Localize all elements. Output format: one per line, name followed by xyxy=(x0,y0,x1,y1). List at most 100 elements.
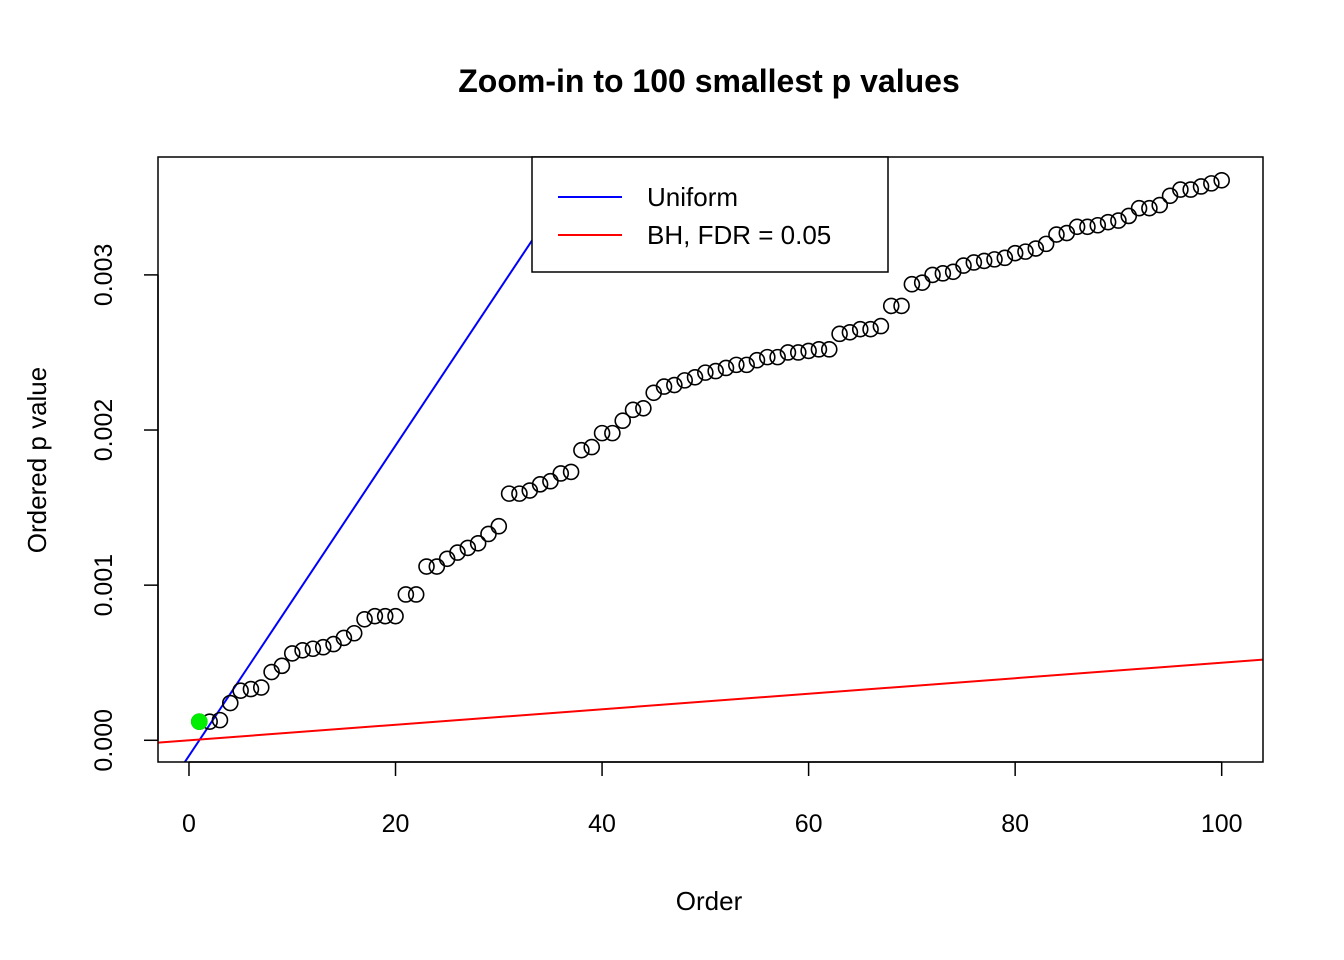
data-point xyxy=(1068,218,1086,236)
data-point xyxy=(1027,240,1045,257)
data-point xyxy=(221,694,239,712)
data-point xyxy=(862,320,879,338)
data-point xyxy=(1141,199,1158,217)
x-tick-label: 80 xyxy=(1001,810,1029,838)
data-point xyxy=(562,463,580,481)
x-tick-label: 0 xyxy=(182,810,196,838)
data-point xyxy=(387,607,404,625)
data-point xyxy=(986,251,1003,268)
data-point xyxy=(1048,226,1065,243)
data-points xyxy=(191,171,1230,730)
data-point xyxy=(459,539,477,557)
data-point xyxy=(779,344,797,361)
data-point xyxy=(965,254,983,271)
data-point xyxy=(1089,216,1107,234)
data-point xyxy=(1192,178,1210,195)
data-point xyxy=(583,438,601,456)
data-point xyxy=(1006,244,1024,262)
data-point xyxy=(273,657,291,675)
x-tick-label: 40 xyxy=(588,810,616,838)
data-point xyxy=(1203,175,1220,192)
data-point xyxy=(314,638,332,656)
data-point xyxy=(304,640,322,658)
data-point xyxy=(789,344,807,361)
data-point xyxy=(469,534,487,552)
data-point xyxy=(604,424,621,442)
data-point xyxy=(397,586,415,603)
data-point xyxy=(1213,171,1230,189)
data-point xyxy=(893,297,910,315)
data-point xyxy=(676,372,693,389)
data-point xyxy=(635,400,652,417)
data-point xyxy=(697,364,714,381)
line-uniform xyxy=(183,157,589,762)
y-axis-title: Ordered p value xyxy=(22,367,52,553)
data-point xyxy=(934,265,952,282)
data-point xyxy=(573,441,590,459)
reference-lines xyxy=(158,157,1263,762)
data-point xyxy=(624,401,642,419)
data-point xyxy=(820,341,838,358)
data-point xyxy=(1099,213,1117,231)
data-point xyxy=(810,341,828,358)
data-point xyxy=(531,476,549,493)
data-point xyxy=(1110,212,1127,229)
data-point xyxy=(211,711,229,729)
highlight-point xyxy=(191,713,208,730)
data-point xyxy=(407,586,425,603)
data-point xyxy=(1151,196,1169,214)
data-point xyxy=(511,485,528,502)
data-point xyxy=(593,424,611,442)
data-point xyxy=(924,266,941,284)
data-point xyxy=(242,680,260,698)
data-point xyxy=(1172,181,1189,198)
data-point xyxy=(232,682,249,699)
data-point xyxy=(1130,199,1148,217)
data-point xyxy=(500,485,518,502)
data-point xyxy=(335,629,353,647)
data-point xyxy=(841,323,859,341)
data-point xyxy=(748,351,766,369)
data-point xyxy=(1079,218,1096,236)
x-axis-title: Order xyxy=(676,886,743,916)
data-point xyxy=(1017,243,1034,260)
data-point xyxy=(882,297,900,315)
data-point xyxy=(996,249,1014,267)
data-point xyxy=(800,342,817,360)
legend-label-bh: BH, FDR = 0.05 xyxy=(647,220,831,250)
data-point xyxy=(872,317,890,335)
x-tick-label: 60 xyxy=(795,810,823,838)
x-tick-label: 20 xyxy=(382,810,410,838)
data-point xyxy=(490,517,508,535)
line-bh-fdr-0-05 xyxy=(158,658,1263,744)
legend: Uniform BH, FDR = 0.05 xyxy=(531,156,889,273)
data-point xyxy=(717,359,735,377)
data-point xyxy=(666,376,683,394)
y-tick-label: 0.001 xyxy=(90,554,118,617)
legend-box xyxy=(531,156,889,273)
data-point xyxy=(738,356,755,374)
data-point xyxy=(283,645,301,662)
data-point xyxy=(418,558,435,575)
data-point xyxy=(975,252,993,270)
data-point xyxy=(1037,235,1055,253)
data-point xyxy=(758,348,776,366)
data-point xyxy=(366,607,384,625)
data-point xyxy=(728,356,745,374)
data-point xyxy=(955,257,972,274)
data-point xyxy=(686,368,704,386)
data-point xyxy=(614,412,632,430)
data-point xyxy=(294,642,311,659)
x-axis: 0 20 40 60 80 100 xyxy=(182,761,1243,838)
data-point xyxy=(252,679,270,696)
y-tick-label: 0.003 xyxy=(90,244,118,307)
data-point xyxy=(707,362,724,380)
data-point xyxy=(356,610,373,628)
data-point xyxy=(376,607,394,625)
data-point xyxy=(552,465,570,482)
data-point xyxy=(831,325,848,343)
legend-label-uniform: Uniform xyxy=(647,182,738,212)
y-tick-label: 0.002 xyxy=(90,399,118,462)
